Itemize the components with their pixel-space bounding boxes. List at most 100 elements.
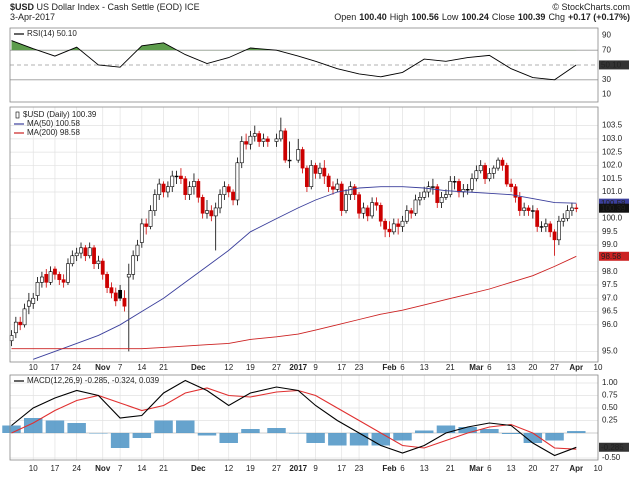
legend-label: MACD(12,26,9) -0.285, -0.324, 0.039	[27, 376, 160, 385]
candle-body	[152, 194, 157, 211]
candle-body	[570, 207, 574, 211]
candle-body	[331, 186, 335, 190]
candle-body	[166, 186, 170, 193]
candle-body	[348, 186, 353, 195]
header-row: $USD US Dollar Index - Cash Settle (EOD)…	[10, 2, 630, 12]
x-tick-label: Apr	[569, 464, 583, 473]
candle-body	[422, 191, 427, 198]
quote-label: Low	[441, 12, 459, 22]
histogram-bar	[241, 429, 260, 433]
candle-body	[556, 220, 561, 241]
y-tick-label: 100.0	[602, 214, 623, 223]
candle-body	[491, 167, 496, 174]
histogram-bar	[154, 420, 173, 433]
candle-body	[170, 175, 175, 187]
candle-body	[370, 202, 374, 217]
candle-body	[244, 141, 249, 145]
candle-body	[57, 274, 62, 280]
histogram-bar	[567, 431, 586, 433]
quote-label: Close	[491, 12, 515, 22]
candle-body	[417, 197, 422, 201]
candle-body	[122, 297, 127, 307]
candle-body	[483, 165, 487, 180]
candle-body	[391, 223, 396, 233]
histogram-bar	[349, 433, 369, 446]
candle-body	[387, 228, 392, 233]
histogram-bar	[436, 425, 456, 433]
candle-body	[66, 263, 70, 283]
candle-body	[452, 181, 457, 183]
y-tick-label: 98.0	[602, 267, 618, 276]
candle-body	[335, 183, 340, 190]
candle-body	[200, 197, 205, 214]
candle-body	[70, 255, 75, 265]
candle-body	[431, 186, 435, 188]
candle-body	[239, 141, 244, 164]
y-tick-label: 30	[602, 75, 611, 84]
candle-body	[135, 244, 140, 257]
candle-body	[96, 260, 101, 265]
histogram-bar	[267, 428, 286, 433]
candle-body	[565, 210, 570, 219]
candle-body	[79, 247, 83, 254]
x-tick-label: Nov	[95, 363, 111, 372]
y-tick-label: 101.5	[602, 174, 623, 183]
candle-body	[192, 181, 196, 187]
histogram-bar	[89, 433, 108, 434]
x-tick-label: 2017	[289, 464, 307, 473]
candle-body	[487, 173, 492, 180]
candle-body	[361, 207, 366, 214]
y-tick-label: 0.25	[602, 416, 618, 425]
candle-body	[287, 159, 292, 162]
y-tick-label: 103.0	[602, 134, 623, 143]
candle-body	[209, 210, 214, 217]
candle-body	[148, 210, 153, 227]
candle-body	[283, 130, 288, 161]
quote-value: 100.24	[461, 12, 489, 22]
candle-body	[378, 204, 383, 222]
histogram-bar	[45, 420, 65, 433]
candle-body	[474, 170, 479, 180]
candle-body	[457, 181, 461, 193]
histogram-bar	[545, 433, 564, 441]
value-tag	[599, 60, 629, 70]
candle-body	[222, 186, 227, 195]
candle-body	[278, 130, 283, 140]
candle-body	[87, 247, 92, 257]
histogram-bar	[501, 433, 521, 434]
x-tick-label: 27	[550, 363, 559, 372]
x-tick-label: 12	[224, 363, 233, 372]
candle-body	[205, 210, 209, 214]
x-tick-label: 20	[528, 464, 537, 473]
x-tick-label: Feb	[382, 464, 396, 473]
candle-body	[435, 186, 440, 203]
histogram-bar	[523, 433, 543, 443]
source: © StockCharts.com	[552, 2, 630, 12]
x-tick-label: 19	[246, 363, 255, 372]
x-tick-label: 13	[507, 363, 516, 372]
candle-body	[517, 197, 522, 211]
candle-body	[31, 297, 36, 304]
date: 3-Apr-2017	[10, 12, 56, 22]
candle-body	[365, 207, 370, 217]
x-tick-label: 7	[118, 464, 123, 473]
candle-body	[265, 138, 270, 142]
x-tick-label: 9	[313, 464, 318, 473]
x-tick-label: 24	[72, 464, 81, 473]
y-tick-label: 95.0	[602, 346, 618, 355]
legend-label: $USD (Daily) 100.39	[23, 110, 97, 119]
x-tick-label: Dec	[191, 363, 206, 372]
x-tick-label: Nov	[95, 464, 111, 473]
x-tick-label: 17	[50, 363, 59, 372]
candle-body	[183, 178, 188, 195]
description: US Dollar Index - Cash Settle (EOD) ICE	[36, 2, 200, 12]
candle-body	[396, 223, 401, 227]
candle-body	[322, 167, 327, 177]
x-tick-label: 17	[337, 363, 346, 372]
candle-body	[187, 186, 192, 195]
candle-body	[352, 186, 357, 195]
candle-body	[131, 255, 136, 275]
x-tick-label: 27	[272, 464, 281, 473]
histogram-bar	[414, 430, 434, 433]
candle-body	[539, 226, 544, 228]
